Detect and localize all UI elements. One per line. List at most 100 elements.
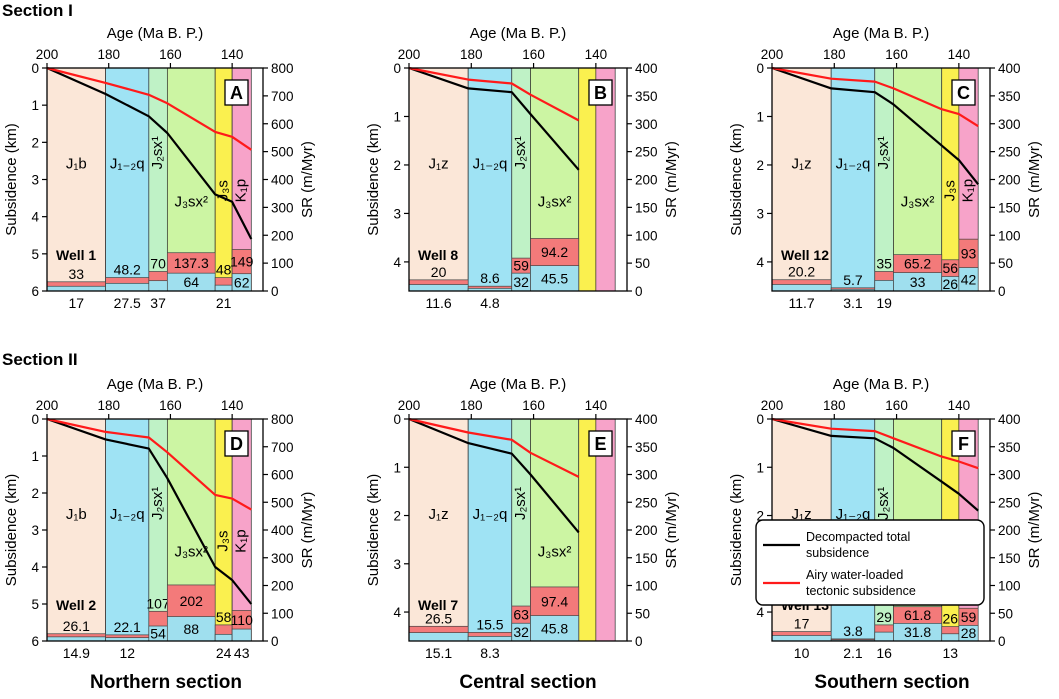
sr-label-tectonic-4: 26 — [943, 611, 959, 627]
stage-band-0 — [771, 67, 832, 292]
y2-tick-label-1: 50 — [635, 256, 650, 271]
stage-band-0 — [408, 418, 469, 642]
panel-letter: E — [594, 434, 606, 454]
x-tick-label-2: 160 — [522, 47, 545, 62]
y2-tick-label-1: 50 — [998, 606, 1013, 621]
tectonic-subsidence-line — [771, 417, 979, 470]
sr-bar-total-1 — [467, 636, 513, 642]
sr-label-total-2: 32 — [513, 624, 529, 640]
y2-tick-label-7: 350 — [635, 440, 658, 455]
y-tick-label-0: 0 — [393, 61, 401, 76]
sr-label-tectonic-2: 35 — [876, 255, 892, 271]
sr-label-total-0: 17 — [69, 295, 85, 311]
sr-bar-total-4 — [214, 284, 233, 292]
y2-tick-label-4: 200 — [635, 523, 658, 538]
legend-label-total-line1: Decompacted total — [806, 530, 910, 544]
sr-bar-total-3 — [166, 616, 216, 642]
x-axis-title: Age (Ma B. P.) — [470, 25, 566, 42]
total-subsidence-line — [408, 417, 580, 534]
sr-label-tectonic-3: 94.2 — [541, 244, 568, 260]
y2-tick-label-6: 600 — [271, 468, 294, 483]
x-tick-label-1: 180 — [97, 398, 120, 413]
y2-tick-label-5: 500 — [271, 145, 294, 160]
y2-tick-label-6: 300 — [998, 117, 1021, 132]
panel-letter: C — [957, 83, 970, 103]
well-label: Well 2 — [56, 597, 96, 613]
y-tick-label-4: 4 — [393, 605, 401, 620]
sr-bar-total-0 — [771, 635, 832, 642]
stage-label-1: J₁₋₂q — [110, 506, 145, 523]
y2-tick-label-6: 300 — [998, 468, 1021, 483]
tectonic-subsidence-line — [408, 66, 580, 122]
y2-tick-label-4: 400 — [271, 523, 294, 538]
y-tick-label-0: 0 — [31, 61, 39, 76]
sr-label-total-0: 11.7 — [788, 295, 814, 311]
stage-band-1 — [467, 418, 513, 642]
stage-label-2: J₂sx¹ — [512, 136, 529, 169]
y2-axis-title: SR (m/Myr) — [663, 492, 680, 569]
sr-bar-total-2 — [874, 631, 894, 642]
section-title-1: Section I — [2, 1, 73, 20]
section-title-2: Section II — [2, 350, 78, 369]
sr-label-tectonic-1: 5.7 — [843, 272, 863, 288]
column-title-northern: Northern section — [90, 672, 242, 693]
sr-label-total-1: 4.8 — [480, 295, 500, 311]
tectonic-subsidence-line — [46, 417, 252, 511]
y-tick-label-3: 3 — [31, 173, 39, 188]
x-tick-label-3: 140 — [221, 47, 244, 62]
sr-label-total-2: 32 — [513, 274, 529, 290]
x-tick-label-0: 200 — [761, 47, 784, 62]
sr-label-tectonic-0: 17 — [794, 616, 810, 632]
legend-label-total-line2: subsidence — [806, 546, 869, 560]
sr-label-tectonic-0: 26.1 — [63, 618, 90, 634]
y-tick-label-3: 3 — [393, 557, 401, 572]
y2-tick-label-1: 50 — [998, 256, 1013, 271]
sr-bar-total-5 — [231, 628, 252, 642]
y2-tick-label-4: 200 — [998, 173, 1021, 188]
stage-label-3: J₃sx² — [174, 544, 208, 561]
sr-label-total-4: 13 — [943, 645, 959, 661]
stage-label-2: J₂sx¹ — [149, 487, 166, 520]
x-tick-label-0: 200 — [761, 398, 784, 413]
sr-label-total-1: 2.1 — [843, 645, 863, 661]
y2-tick-label-1: 50 — [635, 606, 650, 621]
y2-tick-label-6: 300 — [635, 117, 658, 132]
x-tick-label-1: 180 — [823, 47, 846, 62]
sr-label-total-5: 28 — [961, 625, 977, 641]
y2-tick-label-8: 400 — [998, 412, 1021, 427]
x-tick-label-3: 140 — [948, 47, 971, 62]
sr-label-tectonic-1: 3.8 — [843, 623, 863, 639]
sr-label-total-3: 33 — [910, 274, 926, 290]
sr-label-total-3: 88 — [183, 621, 199, 637]
stage-label-0: J₁z — [429, 155, 449, 172]
y2-tick-label-0: 0 — [998, 284, 1006, 299]
y2-tick-label-0: 0 — [271, 284, 279, 299]
x-tick-label-2: 160 — [159, 398, 182, 413]
y2-tick-label-7: 350 — [635, 89, 658, 104]
x-tick-label-3: 140 — [585, 47, 608, 62]
y2-tick-label-5: 250 — [635, 145, 658, 160]
x-tick-label-1: 180 — [97, 47, 120, 62]
y2-tick-label-2: 100 — [998, 579, 1021, 594]
sr-label-tectonic-2: 59 — [513, 258, 529, 274]
y2-tick-label-5: 250 — [998, 495, 1021, 510]
sr-bar-total-3 — [530, 265, 580, 292]
y2-tick-label-7: 700 — [271, 440, 294, 455]
y-tick-label-3: 3 — [31, 523, 39, 538]
y-tick-label-1: 1 — [756, 460, 764, 475]
y2-tick-label-0: 0 — [271, 634, 279, 649]
x-tick-label-2: 160 — [885, 47, 908, 62]
y2-tick-label-7: 350 — [998, 89, 1021, 104]
stage-label-1: J₁₋₂q — [110, 155, 145, 172]
sr-label-total-4: 21 — [216, 295, 232, 311]
total-subsidence-line — [408, 66, 580, 171]
sr-label-total-2: 16 — [876, 645, 892, 661]
y2-tick-label-5: 250 — [635, 495, 658, 510]
sr-label-total-0: 15.1 — [425, 645, 452, 661]
panel-letter: F — [958, 434, 969, 454]
well-label: Well 12 — [781, 247, 829, 263]
sr-label-tectonic-4: 58 — [216, 609, 232, 625]
sr-label-total-2: 37 — [150, 295, 166, 311]
y2-tick-label-7: 700 — [271, 89, 294, 104]
